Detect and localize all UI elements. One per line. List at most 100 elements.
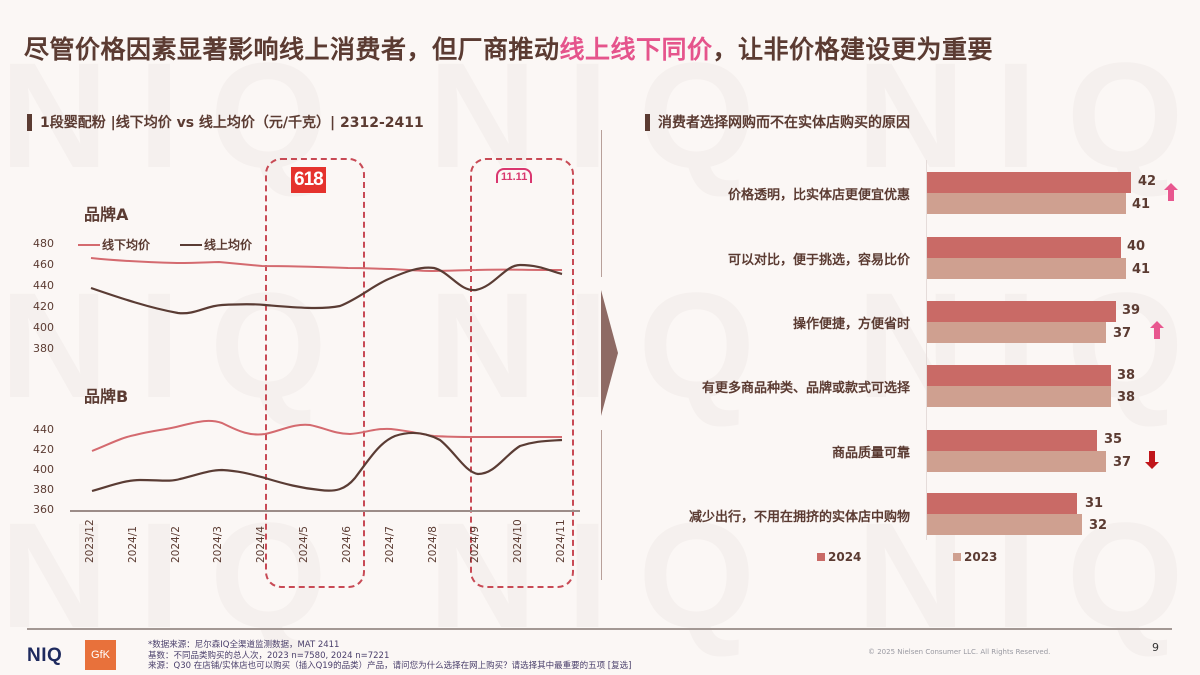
legend-2023-swatch (953, 553, 961, 561)
reason-label: 有更多商品种类、品牌或款式可选择 (701, 381, 910, 396)
legend-2024-swatch (817, 553, 825, 561)
y-tick: 460 (33, 258, 54, 271)
x-tick: 2023/12 (84, 519, 96, 563)
value-2024: 39 (1122, 303, 1141, 318)
divider-line-bottom (601, 430, 602, 580)
page-number: 9 (1152, 641, 1159, 654)
value-2023: 41 (1132, 197, 1151, 212)
heading-accent-bar (27, 113, 32, 131)
legend-2024: 2024 (817, 550, 861, 564)
footnote-question: 来源：Q30 在店铺/实体店也可以购买（插入Q19的品类）产品，请问您为什么选择… (148, 661, 632, 671)
footnote-source: *数据来源：尼尔森IQ全渠道监测数据，MAT 2411 (148, 640, 340, 650)
brand-a-label: 品牌A (84, 205, 129, 224)
trend-down-icon (1145, 451, 1159, 469)
y-tick: 420 (33, 443, 54, 456)
x-tick: 2024/6 (341, 526, 353, 563)
value-2023: 32 (1089, 518, 1108, 533)
value-2023: 37 (1113, 455, 1132, 470)
event-box-618 (265, 158, 365, 588)
value-2024: 35 (1104, 432, 1123, 447)
y-tick: 380 (33, 342, 54, 355)
reason-label: 减少出行，不用在拥挤的实体店中购物 (688, 510, 910, 525)
reason-label: 商品质量可靠 (831, 446, 910, 461)
gfk-logo: GfK (85, 640, 116, 670)
value-2024: 38 (1117, 368, 1136, 383)
left-heading-text: 1段婴配粉 |线下均价 vs 线上均价（元/千克）| 2312-2411 (40, 115, 424, 131)
brand-a-online-line (90, 263, 563, 315)
x-tick: 2024/10 (512, 519, 524, 563)
x-tick: 2024/8 (427, 526, 439, 563)
x-tick: 2024/9 (469, 526, 481, 563)
bar-2023 (927, 322, 1106, 343)
footer-divider (27, 628, 1172, 630)
bar-2023 (927, 258, 1126, 279)
value-2024: 40 (1127, 239, 1146, 254)
arrow-right-icon (601, 290, 618, 416)
heading-accent-bar (645, 113, 650, 131)
x-tick: 2024/2 (170, 526, 182, 563)
x-tick: 2024/1 (127, 526, 139, 563)
reason-label: 可以对比，便于挑选，容易比价 (727, 253, 910, 268)
event-box-1111 (470, 158, 574, 588)
bar-2024 (927, 237, 1121, 258)
brand-a-offline-line (90, 257, 563, 273)
bar-2024 (927, 365, 1111, 386)
right-heading-text: 消费者选择网购而不在实体店购买的原因 (658, 115, 910, 131)
trend-up-icon (1164, 183, 1178, 201)
right-section-heading: 消费者选择网购而不在实体店购买的原因 (645, 112, 910, 132)
legend-2023: 2023 (953, 550, 997, 564)
reason-label: 价格透明，比实体店更便宜优惠 (727, 188, 910, 203)
online-swatch (180, 243, 202, 246)
bar-chart-axis (926, 160, 927, 540)
left-section-heading: 1段婴配粉 |线下均价 vs 线上均价（元/千克）| 2312-2411 (27, 112, 424, 132)
title-suffix: ，让非价格建设更为重要 (712, 35, 994, 64)
y-tick: 360 (33, 503, 54, 516)
x-tick: 2024/4 (255, 526, 267, 563)
trend-up-icon (1150, 321, 1164, 339)
x-tick: 2024/3 (212, 526, 224, 563)
y-tick: 440 (33, 423, 54, 436)
offline-swatch (78, 243, 100, 246)
slide-title: 尽管价格因素显著影响线上消费者，但厂商推动线上线下同价，让非价格建设更为重要 (24, 30, 993, 66)
bar-2024 (927, 301, 1116, 322)
y-tick: 400 (33, 463, 54, 476)
brand-b-online-line (91, 431, 563, 493)
x-tick: 2024/11 (555, 519, 567, 563)
y-tick: 420 (33, 300, 54, 313)
brand-b-offline-line (91, 419, 562, 452)
bar-2023 (927, 514, 1082, 535)
legend-offline: 线下均价 (78, 236, 150, 253)
brand-b-label: 品牌B (84, 387, 129, 406)
bar-2023 (927, 451, 1106, 472)
y-tick: 400 (33, 321, 54, 334)
legend-online-label: 线上均价 (204, 238, 253, 252)
value-2024: 31 (1085, 496, 1104, 511)
bar-2023 (927, 193, 1126, 214)
title-highlight: 线上线下同价 (559, 35, 713, 64)
bar-2024 (927, 172, 1131, 193)
divider-line-top (601, 130, 602, 277)
legend-2024-label: 2024 (828, 550, 862, 564)
footnote-base: 基数：不同品类购买的总人次，2023 n=7580, 2024 n=7221 (148, 650, 390, 661)
copyright: © 2025 Nielsen Consumer LLC. All Rights … (868, 648, 1051, 656)
legend-online: 线上均价 (180, 236, 252, 253)
x-tick: 2024/7 (384, 526, 396, 563)
y-tick: 480 (33, 237, 54, 250)
618-badge-icon: 618 (291, 167, 326, 193)
footnotes: *数据来源：尼尔森IQ全渠道监测数据，MAT 2411 基数：不同品类购买的总人… (148, 640, 631, 672)
y-tick: 380 (33, 483, 54, 496)
bar-2024 (927, 430, 1097, 451)
title-prefix: 尽管价格因素显著影响线上消费者，但厂商推动 (24, 35, 560, 64)
x-tick: 2024/5 (298, 526, 310, 563)
value-2024: 42 (1138, 174, 1157, 189)
legend-offline-label: 线下均价 (102, 238, 151, 252)
reason-label: 操作便捷，方便省时 (792, 317, 910, 332)
value-2023: 38 (1117, 390, 1136, 405)
legend-2023-label: 2023 (964, 550, 998, 564)
double-eleven-badge-icon: 11.11 (496, 168, 533, 183)
bar-2023 (927, 386, 1111, 407)
niq-logo: NIQ (27, 645, 63, 666)
bar-2024 (927, 493, 1077, 514)
value-2023: 41 (1132, 262, 1151, 277)
